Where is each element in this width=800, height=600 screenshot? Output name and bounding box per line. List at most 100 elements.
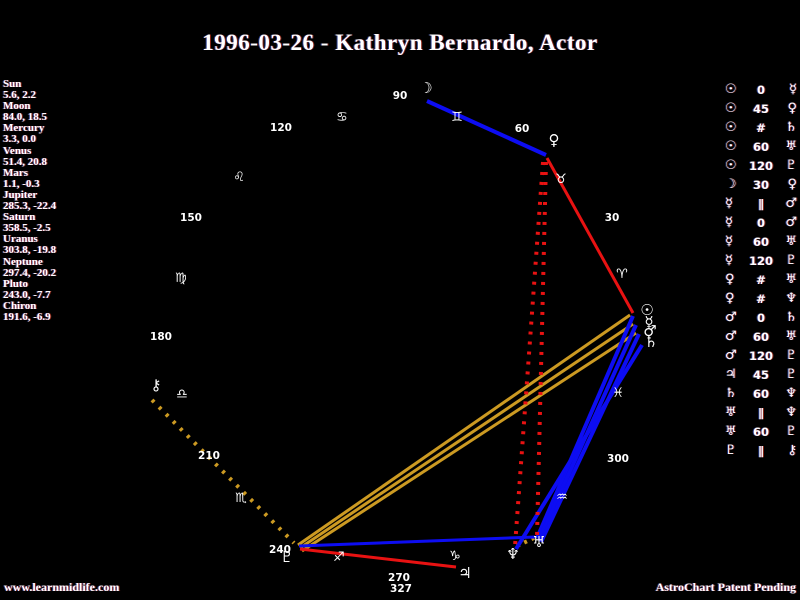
aspect-row: ☿ 60 ♅ [725, 232, 797, 251]
aspect-body2-icon: ♂ [785, 196, 797, 211]
aspect-row: ☿ 0 ♂ [725, 213, 797, 232]
aspect-line-jupiter-semisquare-pluto [299, 547, 457, 569]
aspect-body1-icon: ☉ [725, 139, 737, 154]
planet-row: Uranus 303.8, -19.8 [3, 234, 56, 256]
aspect-body2-icon: ♀ [787, 177, 797, 192]
planet-name: Sun [3, 78, 22, 90]
aspect-body2-icon: ♄ [785, 310, 797, 325]
aspect-line-chiron-parallel-pluto [150, 398, 296, 545]
aspect-body1-icon: ☉ [725, 158, 737, 173]
pisces-sign-icon: ♓ [612, 386, 624, 401]
aspect-operator: 45 [752, 101, 769, 116]
aspect-body1-icon: ☿ [725, 253, 733, 268]
aspect-line-moon-semisextile-venus [426, 99, 547, 157]
planet-row: Sun 5.6, 2.2 [3, 78, 56, 101]
planet-value: 51.4, 20.8 [3, 155, 47, 168]
aspect-operator: 60 [752, 234, 769, 249]
aspect-body2-icon: ♇ [785, 424, 797, 439]
aspect-body2-icon: ♇ [785, 367, 797, 382]
planet-value: 1.1, -0.3 [3, 177, 40, 190]
page-title: 1996-03-26 - Kathryn Bernardo, Actor [202, 30, 598, 55]
aspect-line-venus-contraparallel-neptune [513, 161, 545, 547]
aspect-operator: 30 [752, 177, 769, 192]
zodiac-glyphs: ♈ ♉ ♊ ♋ ♌ ♍ ♎ ♏ ♐ ♑ ♒ ♓ [175, 110, 628, 565]
leo-sign-icon: ♌ [233, 170, 245, 185]
saturn-planet-icon: ♄ [644, 333, 657, 351]
aspect-body2-icon: ♆ [785, 291, 797, 306]
planet-name: Saturn [3, 211, 36, 224]
cancer-sign-icon: ♋ [336, 110, 348, 125]
aspect-operator: # [756, 272, 766, 287]
degree-label-270: 270 [388, 572, 410, 584]
aspect-body2-icon: ♅ [785, 139, 797, 154]
pluto-planet-icon: ♇ [280, 548, 293, 566]
aspect-body2-icon: ⚷ [787, 443, 797, 458]
degree-label-327: 327 [390, 583, 412, 595]
aspect-body2-icon: ♇ [785, 158, 797, 173]
planet-coordinate-list: Sun 5.6, 2.2 Moon 84.0, 18.5 Mercury 3.3, 0… [3, 78, 57, 323]
planet-row: Chiron 191.6, -6.9 [3, 299, 56, 323]
aspect-row: ☉ 60 ♅ [725, 137, 797, 156]
planet-name: Jupiter [3, 188, 38, 201]
aspect-body1-icon: ♂ [725, 310, 737, 325]
aspect-operator: 0 [756, 310, 765, 325]
aspect-line-sun-sextile-uranus [535, 315, 635, 539]
aspect-operator: # [756, 291, 766, 306]
aspect-lines [150, 99, 644, 569]
aspect-operator: 45 [752, 367, 769, 382]
aspect-operator: 60 [752, 424, 769, 439]
aspect-body1-icon: ♅ [725, 405, 737, 420]
aspect-body2-icon: ♂ [785, 215, 797, 230]
aspect-body1-icon: ☉ [725, 101, 737, 116]
aquarius-sign-icon: ♒ [556, 490, 568, 505]
jupiter-planet-icon: ♃ [458, 564, 471, 582]
aspect-body2-icon: ♇ [785, 348, 797, 363]
planet-row: Pluto 243.0, -7.7 [3, 277, 56, 301]
planet-value: 3.3, 0.0 [3, 133, 36, 146]
degree-labels: 30 60 90 120 150 180 210 240 270 327 300 [150, 90, 629, 595]
planet-row: Jupiter 285.3, -22.4 [3, 188, 57, 213]
venus-planet-icon: ♀ [549, 131, 560, 149]
aspect-body1-icon: ☉ [725, 120, 737, 135]
aspect-body2-icon: ♇ [785, 253, 797, 268]
planet-name: Venus [3, 144, 32, 157]
aspect-row: ☉ 45 ♀ [725, 99, 797, 118]
degree-label-240: 240 [269, 544, 291, 556]
degree-label-210: 210 [198, 450, 220, 462]
planet-value: 191.6, -6.9 [3, 310, 51, 323]
planet-value: 285.3, -22.4 [3, 200, 57, 213]
aspect-row: ☉ # ♄ [725, 118, 797, 137]
aspect-row: ♂ 60 ♅ [725, 327, 797, 346]
aspect-body1-icon: ♇ [725, 443, 737, 458]
planet-name: Mercury [3, 122, 45, 135]
planet-row: Venus 51.4, 20.8 [3, 144, 56, 168]
aspect-body1-icon: ☿ [725, 215, 733, 230]
planet-glyphs: ☽ ♀ ☉ ☿ ♂ ♄ ♅ ♆ ♇ ♃ ⚷ [151, 79, 658, 582]
aspect-body1-icon: ♀ [725, 272, 735, 287]
capricorn-sign-icon: ♑ [449, 549, 461, 564]
sagittarius-sign-icon: ♐ [333, 550, 345, 565]
planet-row: Mercury 3.3, 0.0 [3, 123, 56, 145]
planet-row: Mars 1.1, -0.3 [3, 167, 56, 190]
aspect-body2-icon: ♆ [785, 405, 797, 420]
aspect-row: ☿ ∥ ♂ [725, 194, 797, 213]
planet-row: Neptune 297.4, -20.2 [3, 255, 56, 279]
planet-name: Neptune [3, 255, 43, 268]
aspect-body1-icon: ♅ [725, 424, 737, 439]
mercury-planet-icon: ☿ [644, 313, 653, 331]
degree-label-90: 90 [393, 90, 408, 102]
aspect-body2-icon: ♅ [785, 272, 797, 287]
aspect-line-pluto-sextile-uranus [298, 535, 536, 548]
aspect-row: ☉ 120 ♇ [725, 156, 797, 175]
planet-name: Pluto [3, 277, 29, 290]
aspect-row: ♂ 120 ♇ [725, 346, 797, 365]
planet-name: Chiron [3, 299, 37, 312]
aspect-line-venus-contraparallel-uranus [535, 161, 548, 537]
planet-name: Moon [3, 100, 31, 113]
uranus-planet-icon: ♅ [532, 533, 545, 551]
planet-name: Uranus [3, 233, 38, 246]
aspect-body1-icon: ♀ [725, 291, 735, 306]
aspect-row: ♅ 60 ♇ [725, 422, 797, 441]
